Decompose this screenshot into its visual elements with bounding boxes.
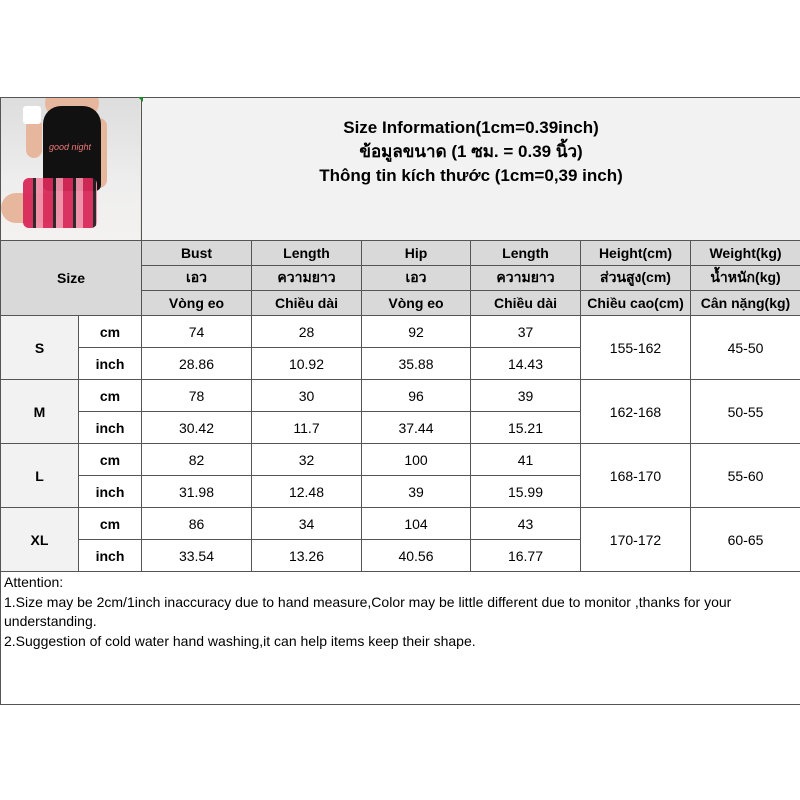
measurement-cell: 14.43 — [470, 347, 581, 380]
header-cell: ส่วนสูง(cm) — [580, 265, 691, 291]
measurement-cell: 28.86 — [141, 347, 252, 380]
header-cell: เอว — [141, 265, 252, 291]
measurement-cell: 43 — [470, 507, 581, 540]
attention-notes: Attention: 1.Size may be 2cm/1inch inacc… — [0, 571, 800, 705]
height-cell: 168-170 — [580, 443, 691, 508]
measurement-cell: 12.48 — [251, 475, 362, 508]
measurement-cell: 37 — [470, 315, 581, 348]
attention-note-1: 1.Size may be 2cm/1inch inaccuracy due t… — [4, 593, 732, 630]
height-cell: 162-168 — [580, 379, 691, 444]
measurement-cell: 39 — [361, 475, 471, 508]
header-cell: Hip — [361, 240, 471, 266]
weight-cell: 55-60 — [689, 443, 800, 508]
measurement-cell: 30 — [251, 379, 362, 412]
weight-cell: 45-50 — [689, 315, 800, 380]
header-cell: Vòng eo — [141, 290, 252, 316]
table-row: inch 31.98 12.48 39 15.99 — [1, 475, 800, 508]
weight-cell: 60-65 — [689, 507, 800, 572]
header-cell: Chiều cao(cm) — [580, 290, 691, 316]
measurement-cell: 15.21 — [470, 411, 581, 444]
measurement-cell: 40.56 — [361, 539, 471, 572]
height-cell: 155-162 — [580, 315, 691, 380]
header-cell: Cân nặng(kg) — [689, 290, 800, 316]
weight-cell: 50-55 — [689, 379, 800, 444]
header-cell: เอว — [361, 265, 471, 291]
unit-cell: inch — [78, 411, 142, 444]
measurement-cell: 13.26 — [251, 539, 362, 572]
measurement-cell: 37.44 — [361, 411, 471, 444]
size-chart-table: good night Size Information(1cm=0.39inch… — [0, 97, 800, 705]
title-cell: Size Information(1cm=0.39inch) ข้อมูลขนา… — [140, 97, 800, 241]
unit-cell: cm — [78, 443, 142, 476]
header-cell: น้ำหนัก(kg) — [689, 265, 800, 291]
measurement-cell: 104 — [361, 507, 471, 540]
height-cell: 170-172 — [580, 507, 691, 572]
header-cell: Chiều dài — [470, 290, 581, 316]
measurement-cell: 96 — [361, 379, 471, 412]
cell-comment-marker — [138, 97, 143, 102]
measurement-cell: 30.42 — [141, 411, 252, 444]
measurement-cell: 86 — [141, 507, 252, 540]
unit-cell: cm — [78, 507, 142, 540]
size-cell: XL — [0, 507, 79, 572]
measurement-cell: 41 — [470, 443, 581, 476]
header-row-th: เอว ความยาว เอว ความยาว ส่วนสูง(cm) น้ำห… — [1, 265, 800, 291]
attention-note-2: 2.Suggestion of cold water hand washing,… — [4, 632, 476, 649]
product-photo: good night — [0, 97, 142, 241]
header-cell: Length — [470, 240, 581, 266]
unit-cell: cm — [78, 315, 142, 348]
size-cell: S — [0, 315, 79, 380]
measurement-cell: 28 — [251, 315, 362, 348]
unit-cell: inch — [78, 347, 142, 380]
table-row: XL cm 86 34 104 43 170-172 60-65 — [0, 507, 800, 572]
title-en: Size Information(1cm=0.39inch) — [343, 118, 599, 137]
measurement-cell: 33.54 — [141, 539, 252, 572]
measurement-cell: 16.77 — [470, 539, 581, 572]
measurement-cell: 35.88 — [361, 347, 471, 380]
header-cell: Vòng eo — [361, 290, 471, 316]
measurement-cell: 11.7 — [251, 411, 362, 444]
title-vi: Thông tin kích thước (1cm=0,39 inch) — [319, 166, 623, 185]
header-cell: ความยาว — [251, 265, 362, 291]
measurement-cell: 31.98 — [141, 475, 252, 508]
measurement-cell: 82 — [141, 443, 252, 476]
header-cell: Chiều dài — [251, 290, 362, 316]
header-cell: Height(cm) — [580, 240, 691, 266]
measurement-cell: 15.99 — [470, 475, 581, 508]
table-row: inch 30.42 11.7 37.44 15.21 — [1, 411, 800, 444]
attention-heading: Attention: — [4, 574, 64, 590]
header-row-en: Size Bust Length Hip Length Height(cm) W… — [0, 240, 800, 316]
size-label: Size — [0, 240, 142, 316]
size-cell: M — [0, 379, 79, 444]
title-th: ข้อมูลขนาด (1 ซม. = 0.39 นิ้ว) — [359, 142, 583, 161]
unit-cell: inch — [78, 539, 142, 572]
measurement-cell: 10.92 — [251, 347, 362, 380]
table-row: inch 28.86 10.92 35.88 14.43 — [1, 347, 800, 380]
measurement-cell: 34 — [251, 507, 362, 540]
measurement-cell: 92 — [361, 315, 471, 348]
unit-cell: cm — [78, 379, 142, 412]
header-row-vi: Vòng eo Chiều dài Vòng eo Chiều dài Chiề… — [1, 290, 800, 316]
header-cell: Length — [251, 240, 362, 266]
header-cell: Bust — [141, 240, 252, 266]
size-cell: L — [0, 443, 79, 508]
shirt-print-text: good night — [49, 142, 92, 152]
measurement-cell: 78 — [141, 379, 252, 412]
measurement-cell: 39 — [470, 379, 581, 412]
header-cell: Weight(kg) — [689, 240, 800, 266]
measurement-cell: 74 — [141, 315, 252, 348]
measurement-cell: 100 — [361, 443, 471, 476]
unit-cell: inch — [78, 475, 142, 508]
header-cell: ความยาว — [470, 265, 581, 291]
measurement-cell: 32 — [251, 443, 362, 476]
